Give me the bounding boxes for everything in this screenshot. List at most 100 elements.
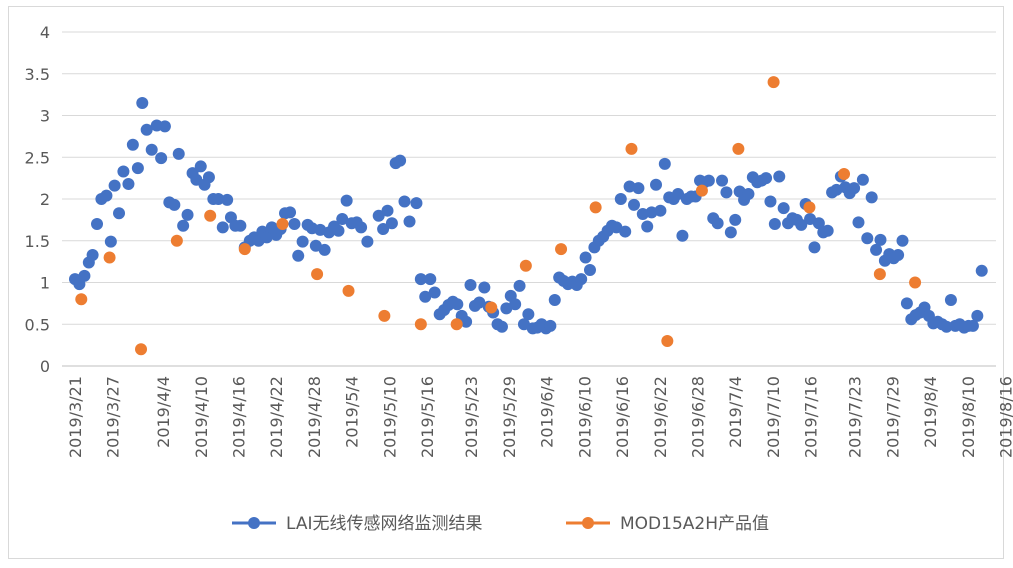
lai-data-point bbox=[194, 160, 207, 173]
lai-data-point bbox=[292, 249, 305, 262]
lai-sensor-series bbox=[69, 96, 988, 335]
x-tick-label: 2019/3/21 bbox=[66, 376, 85, 458]
mod15a2h-data-point bbox=[695, 184, 708, 197]
mod15a2h-data-point bbox=[204, 209, 217, 222]
lai-data-point bbox=[424, 273, 437, 286]
lai-data-point bbox=[940, 320, 953, 333]
lai-data-point bbox=[628, 198, 641, 211]
mod15a2h-data-point bbox=[625, 142, 638, 155]
lai-data-point bbox=[575, 273, 588, 286]
lai-data-point bbox=[172, 147, 185, 160]
legend-label: MOD15A2H产品值 bbox=[620, 514, 769, 534]
lai-data-point bbox=[381, 204, 394, 217]
x-tick-label: 2019/6/10 bbox=[575, 376, 594, 458]
lai-data-point bbox=[181, 208, 194, 221]
lai-data-point bbox=[654, 204, 667, 217]
legend-marker bbox=[582, 517, 594, 529]
lai-data-point bbox=[202, 171, 215, 184]
lai-data-point bbox=[86, 248, 99, 261]
lai-data-point bbox=[296, 235, 309, 248]
y-tick-label: 3.5 bbox=[25, 65, 50, 84]
x-tick-label: 2019/6/4 bbox=[538, 376, 557, 448]
y-tick-label: 1.5 bbox=[25, 232, 50, 251]
mod15a2h-data-point bbox=[135, 343, 148, 356]
mod15a2h-data-point bbox=[276, 218, 289, 231]
lai-data-point bbox=[716, 174, 729, 187]
x-tick-label: 2019/4/28 bbox=[305, 376, 324, 458]
lai-data-point bbox=[861, 232, 874, 245]
lai-data-point bbox=[428, 286, 441, 299]
lai-data-point bbox=[122, 177, 135, 190]
lai-data-point bbox=[966, 319, 979, 332]
lai-data-point bbox=[284, 206, 297, 219]
lai-data-point bbox=[126, 138, 139, 151]
mod15a2h-data-point bbox=[450, 318, 463, 331]
lai-data-point bbox=[414, 273, 427, 286]
x-tick-label: 2019/7/10 bbox=[764, 376, 783, 458]
lai-data-point bbox=[865, 191, 878, 204]
legend-marker bbox=[248, 517, 260, 529]
y-tick-label: 4 bbox=[40, 23, 50, 42]
x-tick-label: 2019/5/4 bbox=[343, 376, 362, 448]
x-axis-tick-labels: 2019/3/21 2019/3/27 2019/4/4 2019/4/10 2019/… bbox=[66, 376, 1013, 458]
lai-data-point bbox=[944, 294, 957, 307]
y-axis-tick-labels: 0 0.5 1 1.5 2 2.5 3 3.5 4 bbox=[25, 23, 50, 376]
lai-data-point bbox=[372, 209, 385, 222]
mod15a2h-data-point bbox=[103, 251, 116, 264]
mod15a2h-data-point bbox=[555, 243, 568, 256]
lai-data-point bbox=[795, 218, 808, 231]
lai-data-point bbox=[583, 263, 596, 276]
lai-data-point bbox=[91, 218, 104, 231]
legend-item: LAI无线传感网络监测结果 bbox=[232, 514, 483, 534]
x-tick-label: 2019/4/16 bbox=[229, 376, 248, 458]
mod15a2h-data-point bbox=[732, 142, 745, 155]
lai-data-point bbox=[975, 264, 988, 277]
lai-data-point bbox=[377, 223, 390, 236]
lai-data-point bbox=[711, 217, 724, 230]
lai-data-point bbox=[764, 195, 777, 208]
mod15a2h-data-point bbox=[485, 301, 498, 314]
lai-data-point bbox=[760, 172, 773, 185]
lai-data-point bbox=[403, 215, 416, 228]
lai-data-point bbox=[614, 193, 627, 205]
lai-data-point bbox=[394, 154, 407, 167]
y-tick-label: 1 bbox=[40, 274, 50, 293]
y-tick-label: 0 bbox=[40, 357, 50, 376]
lai-data-point bbox=[100, 189, 113, 202]
x-tick-label: 2019/8/16 bbox=[997, 376, 1013, 458]
x-tick-label: 2019/8/4 bbox=[921, 376, 940, 448]
lai-data-point bbox=[720, 186, 733, 199]
lai-data-point bbox=[729, 213, 742, 226]
mod15a2h-data-point bbox=[378, 309, 391, 322]
lai-data-point bbox=[900, 297, 913, 310]
y-tick-label: 2.5 bbox=[25, 148, 50, 167]
lai-data-point bbox=[113, 207, 126, 220]
lai-data-point bbox=[464, 279, 477, 292]
lai-data-point bbox=[419, 290, 432, 303]
y-tick-label: 0.5 bbox=[25, 315, 50, 334]
lai-data-point bbox=[78, 269, 91, 282]
lai-data-point bbox=[131, 162, 144, 175]
lai-data-point bbox=[140, 123, 153, 136]
x-tick-label: 2019/6/22 bbox=[651, 376, 670, 458]
mod15a2h-data-point bbox=[909, 276, 922, 289]
lai-data-point bbox=[742, 187, 755, 200]
lai-data-point bbox=[336, 213, 349, 226]
lai-data-point bbox=[216, 221, 229, 234]
lai-data-point bbox=[260, 231, 273, 244]
x-tick-label: 2019/3/27 bbox=[104, 376, 123, 458]
lai-data-point bbox=[544, 319, 557, 332]
lai-data-point bbox=[513, 279, 526, 292]
lai-data-point bbox=[145, 143, 158, 156]
lai-data-point bbox=[672, 187, 685, 200]
x-tick-label: 2019/4/4 bbox=[154, 376, 173, 448]
mod15a2h-data-point bbox=[238, 243, 251, 256]
mod15a2h-data-point bbox=[342, 284, 355, 297]
lai-data-point bbox=[212, 193, 225, 205]
x-tick-label: 2019/7/16 bbox=[802, 376, 821, 458]
lai-data-point bbox=[724, 226, 737, 239]
lai-data-point bbox=[117, 165, 130, 178]
x-tick-label: 2019/5/23 bbox=[462, 376, 481, 458]
lai-data-point bbox=[821, 224, 834, 237]
